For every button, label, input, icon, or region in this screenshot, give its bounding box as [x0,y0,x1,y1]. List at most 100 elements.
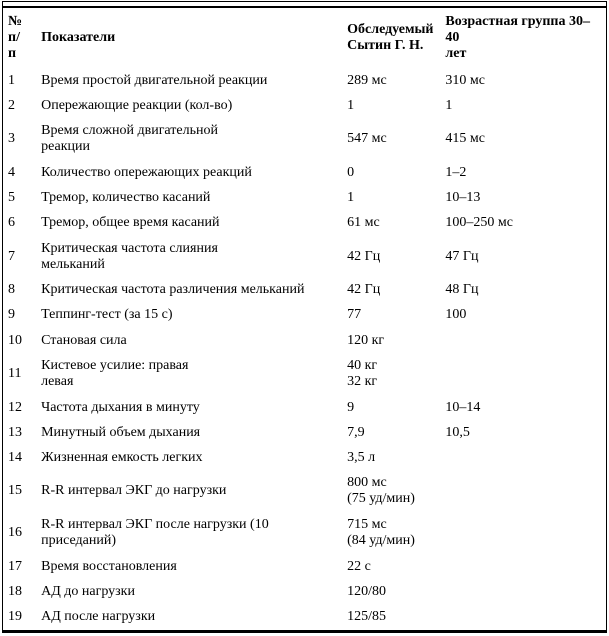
cell-subject: 77 [347,307,362,323]
cell-indicator: АД до нагрузки [41,584,135,600]
cell-num: 7 [8,248,15,264]
cell-indicator: Кистевое усилие: правая левая [41,358,189,390]
table-row: 9 Теппинг-тест (за 15 с) 77 100 [3,303,606,328]
cell-group [443,470,606,512]
cell-num: 10 [8,332,22,348]
header-subject: Обследуемый Сытин Г. Н. [347,22,434,53]
cell-num: 4 [8,164,15,180]
cell-num: 3 [8,131,15,147]
cell-indicator: Время простой двигательной реакции [41,72,268,88]
cell-subject: 800 мс (75 уд/мин) [347,475,415,507]
cell-subject: 61 мс [347,215,380,231]
header-row: № п/ п Показатели Обследуемый Сытин Г. Н… [3,7,606,68]
cell-subject: 0 [347,164,355,180]
cell-indicator: Становая сила [41,332,127,348]
cell-num: 17 [8,558,22,574]
cell-group [443,328,606,353]
cell-group: 10,5 [445,424,470,440]
cell-subject: 3,5 л [347,449,376,465]
table-row: 3 Время сложной двигательной реакции 547… [3,118,606,160]
table-row: 17 Время восстановления 22 с [3,554,606,579]
header-group: Возрастная группа 30–40 лет [445,14,590,61]
table-row: 7 Критическая частота слияния мельканий … [3,236,606,278]
table-row: 10 Становая сила 120 кг [3,328,606,353]
table-row: 5 Тремор, количество касаний 1 10–13 [3,185,606,210]
cell-num: 1 [8,72,15,88]
cell-indicator: Теппинг-тест (за 15 с) [41,307,173,323]
results-table: № п/ п Показатели Обследуемый Сытин Г. Н… [3,6,606,632]
cell-group: 415 мс [445,131,485,147]
cell-subject: 289 мс [347,72,387,88]
cell-group: 1–2 [445,164,467,180]
cell-indicator: Критическая частота слияния мельканий [41,240,218,272]
cell-subject: 120/80 [347,584,386,600]
cell-subject: 42 Гц [347,248,381,264]
cell-indicator: Опережающие реакции (кол-во) [41,97,233,113]
cell-subject: 120 кг [347,332,385,348]
table-row: 8 Критическая частота различения мелькан… [3,278,606,303]
table-row: 15 R-R интервал ЭКГ до нагрузки 800 мс (… [3,470,606,512]
cell-indicator: АД после нагрузки [41,609,156,625]
table-row: 14 Жизненная емкость легких 3,5 л [3,445,606,470]
cell-num: 14 [8,449,22,465]
cell-group: 47 Гц [445,248,479,264]
cell-subject: 40 кг 32 кг [347,358,378,390]
cell-subject: 715 мс (84 уд/мин) [347,517,415,549]
cell-num: 15 [8,483,22,499]
table-row: 2 Опережающие реакции (кол-во) 1 1 [3,93,606,118]
cell-group [443,554,606,579]
cell-indicator: Частота дыхания в минуту [41,399,200,415]
table-row: 13 Минутный объем дыхания 7,9 10,5 [3,420,606,445]
cell-indicator: Тремор, общее время касаний [41,215,220,231]
cell-num: 2 [8,97,15,113]
cell-num: 5 [8,189,15,205]
cell-num: 13 [8,424,22,440]
cell-subject: 125/85 [347,609,386,625]
cell-subject: 547 мс [347,131,387,147]
cell-group: 1 [445,97,453,113]
cell-indicator: Минутный объем дыхания [41,424,201,440]
table-row: 18 АД до нагрузки 120/80 [3,579,606,604]
cell-num: 16 [8,525,22,541]
cell-num: 8 [8,282,15,298]
table-row: 16 R-R интервал ЭКГ после нагрузки (10 п… [3,512,606,554]
cell-group: 10–13 [445,189,481,205]
table-row: 4 Количество опережающих реакций 0 1–2 [3,160,606,185]
cell-indicator: Время восстановления [41,558,177,574]
cell-group [443,579,606,604]
cell-group: 48 Гц [445,282,479,298]
cell-group: 10–14 [445,399,481,415]
cell-indicator: R-R интервал ЭКГ до нагрузки [41,483,227,499]
cell-group [443,512,606,554]
cell-group [443,445,606,470]
table-header: № п/ п Показатели Обследуемый Сытин Г. Н… [3,7,606,68]
cell-group: 310 мс [445,72,485,88]
table-body: 1 Время простой двигательной реакции 289… [3,68,606,631]
cell-indicator: Количество опережающих реакций [41,164,252,180]
cell-subject: 42 Гц [347,282,381,298]
cell-subject: 1 [347,97,355,113]
cell-subject: 7,9 [347,424,365,440]
cell-num: 12 [8,399,22,415]
cell-num: 19 [8,609,22,625]
cell-group: 100 [445,307,467,323]
cell-subject: 22 с [347,558,371,574]
cell-group [443,605,606,631]
cell-indicator: Жизненная емкость легких [41,449,203,465]
cell-num: 18 [8,584,22,600]
cell-num: 11 [8,366,22,382]
cell-num: 6 [8,215,15,231]
table-row: 12 Частота дыхания в минуту 9 10–14 [3,395,606,420]
header-num: № п/ п [8,14,23,61]
cell-group [443,353,606,395]
table-row: 19 АД после нагрузки 125/85 [3,605,606,631]
cell-subject: 1 [347,189,355,205]
table-row: 1 Время простой двигательной реакции 289… [3,68,606,93]
cell-subject: 9 [347,399,355,415]
table-row: 11 Кистевое усилие: правая левая 40 кг 3… [3,353,606,395]
cell-indicator: Критическая частота различения мельканий [41,282,305,298]
table-row: 6 Тремор, общее время касаний 61 мс 100–… [3,211,606,236]
header-indicator: Показатели [41,30,116,45]
